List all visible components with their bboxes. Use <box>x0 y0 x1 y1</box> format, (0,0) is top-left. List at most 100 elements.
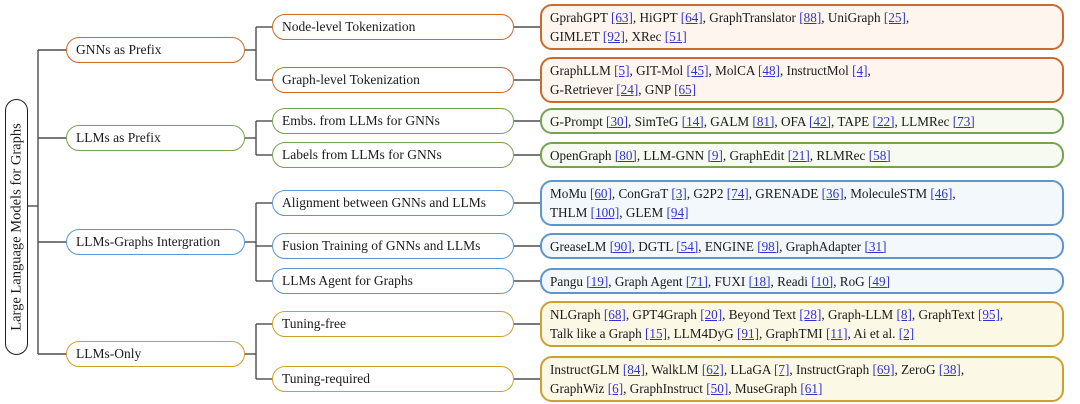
subcategory-labels-from-llms-for-gnns: Labels from LLMs for GNNs <box>272 142 514 168</box>
papers-tuning-required: InstructGLM [84], WalkLM [62], LLaGA [7]… <box>540 356 1064 402</box>
citation-link[interactable]: [9] <box>707 147 723 163</box>
citation-link[interactable]: [25] <box>883 10 906 25</box>
paper-name: ZeroG <box>901 362 939 377</box>
citation-link[interactable]: [48] <box>757 63 780 78</box>
citation-link[interactable]: [19] <box>586 273 609 289</box>
citation-link[interactable]: [20] <box>700 307 723 322</box>
paper-name: Graph-LLM <box>827 307 897 322</box>
paper-name: Graph Agent <box>614 273 686 289</box>
citation-link[interactable]: [64] <box>680 10 703 25</box>
citation-link[interactable]: [24] <box>616 82 639 97</box>
citation-link[interactable]: [81] <box>752 113 775 129</box>
paper-name: InstructGLM <box>550 362 623 377</box>
citation-link[interactable]: [14] <box>681 113 704 129</box>
paper-name: MoleculeSTM <box>850 186 931 201</box>
citation-link[interactable]: [8] <box>896 307 912 322</box>
citation-link[interactable]: [6] <box>607 381 624 396</box>
papers-graph-level-tokenization: GraphLLM [5], GIT-Mol [45], MolCA [48], … <box>540 57 1064 103</box>
citation-link[interactable]: [62] <box>701 362 724 377</box>
subcategory-fusion-training-of-gnns-and-llms: Fusion Training of GNNs and LLMs <box>272 233 514 259</box>
paper-name: InstructMol <box>786 63 853 78</box>
paper-list-line: InstructGLM [84], WalkLM [62], LLaGA [7]… <box>550 362 965 377</box>
citation-link[interactable]: [74] <box>726 186 749 201</box>
citation-link[interactable]: [54] <box>676 238 699 254</box>
citation-link[interactable]: [2] <box>898 326 915 341</box>
citation-link[interactable]: [18] <box>748 273 771 289</box>
citation-link[interactable]: [80] <box>614 147 637 163</box>
papers-fusion-training: GreaseLM [90], DGTL [54], ENGINE [98], G… <box>540 233 1064 259</box>
citation-link[interactable]: [61] <box>800 381 823 396</box>
subcategory-node-level-tokenization: Node-level Tokenization <box>272 14 514 40</box>
paper-name: RoG <box>839 273 868 289</box>
citation-link[interactable]: [69] <box>872 362 895 377</box>
paper-name: SimTeG <box>634 113 682 129</box>
subcategory-alignment-between-gnns-and-llms: Alignment between GNNs and LLMs <box>272 190 514 216</box>
citation-link[interactable]: [31] <box>864 238 887 254</box>
citation-link[interactable]: [60] <box>589 186 612 201</box>
branch-label: LLMs-Only <box>76 346 142 361</box>
citation-link[interactable]: [7] <box>774 362 790 377</box>
citation-link[interactable]: [63] <box>610 10 633 25</box>
citation-link[interactable]: [49] <box>868 273 890 289</box>
subcategory-embs-from-llms-for-gnns: Embs. from LLMs for GNNs <box>272 108 514 134</box>
citation-link[interactable]: [73] <box>952 113 975 129</box>
paper-name: GraphAdapter <box>785 238 865 254</box>
citation-link[interactable]: [98] <box>757 238 780 254</box>
root-node-label: Large Language Models for Graphs <box>8 123 24 331</box>
paper-name: MuseGraph <box>734 381 801 396</box>
paper-name: Readi <box>777 273 812 289</box>
citation-link[interactable]: [36] <box>821 186 844 201</box>
citation-link[interactable]: [15] <box>645 326 668 341</box>
citation-link[interactable]: [46] <box>930 186 953 201</box>
citation-link[interactable]: [21] <box>787 147 810 163</box>
paper-name: G-Retriever <box>550 82 617 97</box>
paper-list-line: Pangu [19], Graph Agent [71], FUXI [18],… <box>550 273 890 289</box>
citation-link[interactable]: [22] <box>872 113 895 129</box>
citation-link[interactable]: [11] <box>826 326 848 341</box>
citation-link[interactable]: [68] <box>603 307 626 322</box>
root-node: Large Language Models for Graphs <box>5 99 28 355</box>
branch-llms-as-prefix: LLMs as Prefix <box>66 125 245 151</box>
citation-link[interactable]: [5] <box>614 63 630 78</box>
subcategory-label: Fusion Training of GNNs and LLMs <box>282 238 481 253</box>
citation-link[interactable]: [10] <box>811 273 834 289</box>
citation-link[interactable]: [95] <box>977 307 1000 322</box>
branch-label: LLMs as Prefix <box>76 130 161 145</box>
citation-link[interactable]: [30] <box>606 113 629 129</box>
citation-link[interactable]: [91] <box>736 326 759 341</box>
papers-node-level-tokenization: GprahGPT [63], HiGPT [64], GraphTranslat… <box>540 4 1064 50</box>
paper-name: LLaGA <box>730 362 774 377</box>
paper-name: NLGraph <box>550 307 604 322</box>
citation-link[interactable]: [92] <box>602 29 625 44</box>
citation-link[interactable]: [28] <box>799 307 822 322</box>
paper-name: GNP <box>644 82 675 97</box>
citation-link[interactable]: [84] <box>622 362 645 377</box>
paper-list-line: GreaseLM [90], DGTL [54], ENGINE [98], G… <box>550 238 887 254</box>
paper-list-line: G-Retriever [24], GNP [65] <box>550 82 697 97</box>
citation-link[interactable]: [4] <box>852 63 868 78</box>
papers-llms-agent: Pangu [19], Graph Agent [71], FUXI [18],… <box>540 268 1064 294</box>
paper-name: Ai et al. <box>853 326 899 341</box>
citation-link[interactable]: [42] <box>808 113 831 129</box>
citation-link[interactable]: [3] <box>671 186 687 201</box>
paper-name: LLMRec <box>901 113 953 129</box>
citation-link[interactable]: [45] <box>686 63 709 78</box>
citation-link[interactable]: [50] <box>706 381 729 396</box>
citation-link[interactable]: [90] <box>609 238 632 254</box>
paper-name: LLM4DyG <box>673 326 737 341</box>
paper-name: GraphText <box>918 307 978 322</box>
citation-link[interactable]: [88] <box>799 10 822 25</box>
citation-link[interactable]: [100] <box>590 205 620 220</box>
citation-link[interactable]: [51] <box>664 29 687 44</box>
branch-llms-only: LLMs-Only <box>66 341 245 367</box>
citation-link[interactable]: [71] <box>685 273 708 289</box>
paper-name: GIT-Mol <box>636 63 687 78</box>
paper-list-line: GraphLLM [5], GIT-Mol [45], MolCA [48], … <box>550 63 871 78</box>
citation-link[interactable]: [38] <box>938 362 961 377</box>
citation-link[interactable]: [94] <box>666 205 689 220</box>
citation-link[interactable]: [65] <box>674 82 697 97</box>
paper-name: InstructGraph <box>795 362 873 377</box>
citation-link[interactable]: [58] <box>868 147 891 163</box>
paper-name: GprahGPT <box>550 10 611 25</box>
